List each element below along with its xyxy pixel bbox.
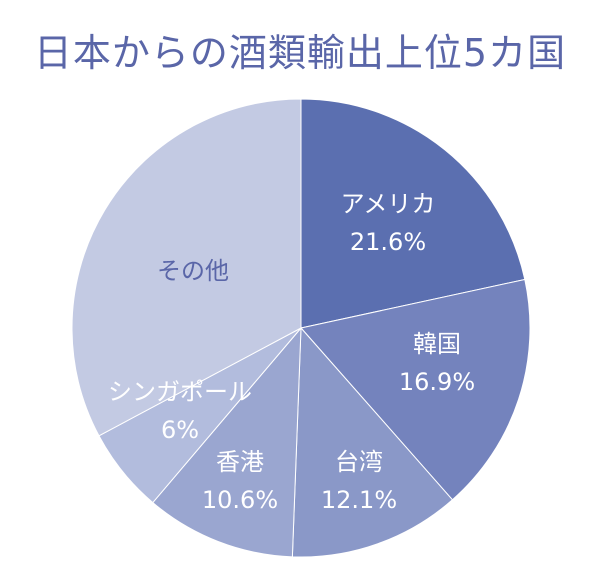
pie-slice-1 [300, 98, 526, 329]
slice-label-6: その他 [157, 257, 229, 285]
slice-label-5: シンガポール [108, 378, 252, 406]
slice-label-1: アメリカ [341, 190, 436, 218]
slice-value-label-5: 6% [161, 416, 199, 444]
slice-value-label-3: 12.1% [321, 486, 397, 514]
pie-slice-4 [152, 326, 302, 558]
slice-value-label-4: 10.6% [202, 486, 278, 514]
slice-label-4: 香港 [216, 448, 264, 476]
slice-value-label-1: 21.6% [350, 228, 426, 256]
slice-value-label-2: 16.9% [399, 368, 475, 396]
slice-label-2: 韓国 [413, 330, 461, 358]
pie-slice-6 [71, 98, 302, 437]
pie-slice-2 [300, 278, 531, 501]
slice-label-3: 台湾 [335, 448, 383, 476]
chart-title: 日本からの酒類輸出上位5カ国 [33, 31, 567, 75]
pie-slice-3 [291, 326, 454, 558]
